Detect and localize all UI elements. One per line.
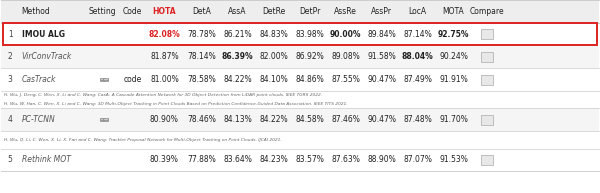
Text: 1: 1 [8, 30, 13, 39]
Text: 77.88%: 77.88% [187, 156, 216, 164]
Text: Setting: Setting [89, 7, 116, 16]
Text: 89.84%: 89.84% [367, 30, 396, 39]
Text: HOTA: HOTA [152, 7, 176, 16]
Text: H. Wu, Q. Li, C. Wen, X. Li, X. Fan and C. Wang: Tracklet Proposal Network for M: H. Wu, Q. Li, C. Wen, X. Li, X. Fan and … [4, 138, 282, 142]
Text: 86.39%: 86.39% [222, 52, 253, 61]
Text: Code: Code [123, 7, 142, 16]
Text: CasTrack: CasTrack [22, 75, 56, 84]
Text: 86.92%: 86.92% [295, 52, 324, 61]
Text: H. Wu, J. Deng, C. Wen, X. Li and C. Wang: CasA: A Cascade Attention Network for: H. Wu, J. Deng, C. Wen, X. Li and C. Wan… [4, 93, 322, 97]
Text: 78.46%: 78.46% [187, 115, 216, 124]
Text: IMOU ALG: IMOU ALG [22, 30, 65, 39]
Text: H. Wu, W. Han, C. Wen, X. Li and C. Wang: 3D Multi-Object Tracking in Point Clou: H. Wu, W. Han, C. Wen, X. Li and C. Wang… [4, 102, 348, 106]
Text: 91.58%: 91.58% [367, 52, 396, 61]
Text: 83.57%: 83.57% [295, 156, 324, 164]
Text: 87.49%: 87.49% [403, 75, 432, 84]
Text: 90.24%: 90.24% [439, 52, 468, 61]
Text: 87.55%: 87.55% [331, 75, 360, 84]
Text: 80.39%: 80.39% [150, 156, 179, 164]
Bar [3, 23, 597, 45]
Bar [481, 29, 493, 39]
Text: PC-TCNN: PC-TCNN [22, 115, 55, 124]
Text: 83.64%: 83.64% [223, 156, 252, 164]
Text: 84.10%: 84.10% [259, 75, 288, 84]
Bar [481, 115, 493, 125]
Text: 92.75%: 92.75% [438, 30, 469, 39]
Text: 4: 4 [8, 115, 13, 124]
Text: 84.86%: 84.86% [295, 75, 324, 84]
Text: 81.87%: 81.87% [150, 52, 179, 61]
Bar [103, 79, 108, 81]
Text: 91.91%: 91.91% [439, 75, 468, 84]
Text: 90.47%: 90.47% [367, 115, 396, 124]
Text: 78.58%: 78.58% [187, 75, 216, 84]
Bar [1, 108, 599, 131]
Text: 90.47%: 90.47% [367, 75, 396, 84]
Text: 2: 2 [8, 52, 13, 61]
Text: 87.14%: 87.14% [403, 30, 432, 39]
Text: 87.48%: 87.48% [403, 115, 432, 124]
Text: 91.53%: 91.53% [439, 156, 468, 164]
Bar [100, 119, 104, 121]
Text: 3: 3 [8, 75, 13, 84]
Text: DetPr: DetPr [299, 7, 320, 16]
Bar [100, 78, 104, 80]
Text: AssRe: AssRe [334, 7, 357, 16]
Bar [481, 75, 493, 85]
Bar [100, 79, 104, 81]
Bar [1, 0, 599, 23]
Text: 87.46%: 87.46% [331, 115, 360, 124]
Bar [481, 155, 493, 165]
Text: 87.63%: 87.63% [331, 156, 360, 164]
Text: 83.98%: 83.98% [295, 30, 324, 39]
Text: 86.21%: 86.21% [223, 30, 252, 39]
Text: AssA: AssA [229, 7, 247, 16]
Text: 84.83%: 84.83% [259, 30, 288, 39]
Text: 89.08%: 89.08% [331, 52, 360, 61]
Text: code: code [124, 75, 142, 84]
Bar [1, 91, 599, 108]
Text: 91.70%: 91.70% [439, 115, 468, 124]
Bar [481, 52, 493, 62]
Text: 87.07%: 87.07% [403, 156, 432, 164]
Text: AssPr: AssPr [371, 7, 392, 16]
Text: 90.00%: 90.00% [330, 30, 361, 39]
Text: 88.04%: 88.04% [402, 52, 433, 61]
Text: Compare: Compare [470, 7, 505, 16]
Text: 80.90%: 80.90% [150, 115, 179, 124]
Bar [1, 149, 599, 171]
Bar [1, 68, 599, 91]
Text: Rethink MOT: Rethink MOT [22, 156, 70, 164]
Text: DetA: DetA [192, 7, 211, 16]
Text: 84.22%: 84.22% [223, 75, 252, 84]
Text: 78.78%: 78.78% [187, 30, 216, 39]
Bar [1, 46, 599, 68]
Text: 82.00%: 82.00% [259, 52, 288, 61]
Text: 84.58%: 84.58% [295, 115, 324, 124]
Text: VirConvTrack: VirConvTrack [22, 52, 72, 61]
Text: MOTA: MOTA [443, 7, 464, 16]
Text: 5: 5 [8, 156, 13, 164]
Bar [103, 78, 108, 80]
Text: LocA: LocA [409, 7, 427, 16]
Text: 78.14%: 78.14% [187, 52, 216, 61]
Bar [103, 119, 108, 121]
Text: 88.90%: 88.90% [367, 156, 396, 164]
Text: DetRe: DetRe [262, 7, 285, 16]
Text: 81.00%: 81.00% [150, 75, 179, 84]
Bar [103, 118, 108, 120]
Bar [1, 23, 599, 46]
Bar [100, 118, 104, 120]
Text: 84.22%: 84.22% [259, 115, 288, 124]
Text: Method: Method [22, 7, 50, 16]
Text: 82.08%: 82.08% [149, 30, 180, 39]
Bar [1, 131, 599, 149]
Text: 84.23%: 84.23% [259, 156, 288, 164]
Text: 84.13%: 84.13% [223, 115, 252, 124]
